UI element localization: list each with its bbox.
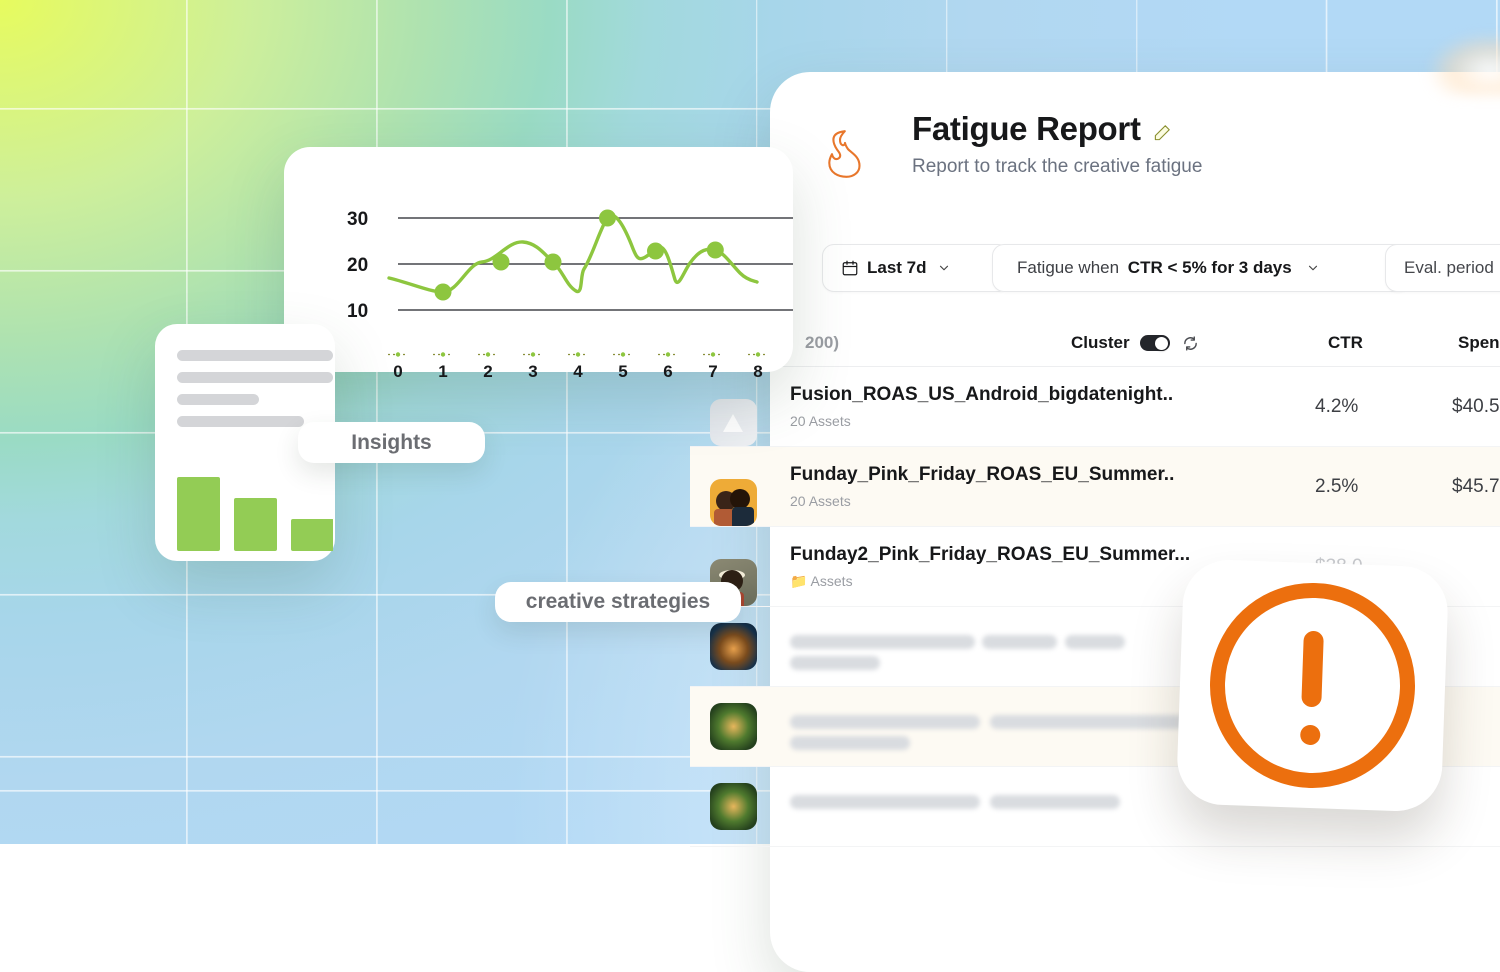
svg-text:10: 10 — [347, 301, 368, 322]
svg-text:20: 20 — [347, 255, 368, 276]
svg-text:8: 8 — [753, 362, 762, 381]
svg-text:7: 7 — [708, 362, 717, 381]
svg-text:0: 0 — [393, 362, 402, 381]
svg-text:2: 2 — [483, 362, 492, 381]
svg-text:5: 5 — [618, 362, 627, 381]
svg-text:30: 30 — [347, 209, 368, 230]
svg-text:6: 6 — [663, 362, 672, 381]
svg-text:1: 1 — [438, 362, 447, 381]
svg-text:4: 4 — [573, 362, 583, 381]
svg-text:3: 3 — [528, 362, 537, 381]
